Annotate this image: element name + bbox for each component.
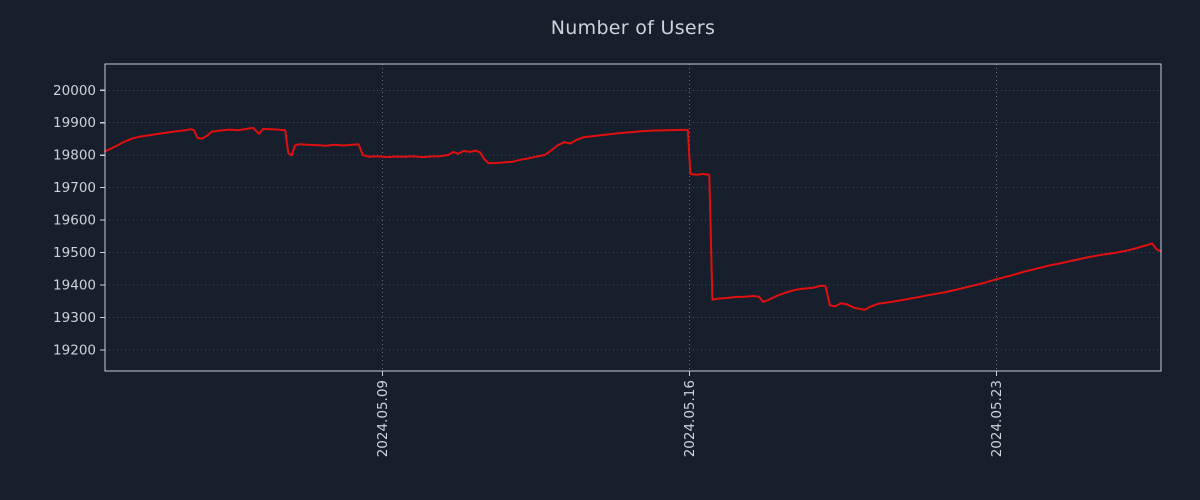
y-tick-label: 19700 [53, 180, 96, 196]
y-tick-label: 19900 [53, 115, 96, 131]
y-tick-label: 19400 [53, 278, 96, 294]
chart-title: Number of Users [550, 17, 716, 39]
y-tick-label: 19800 [53, 148, 96, 164]
y-tick-label: 20000 [53, 83, 96, 99]
x-tick-label: 2024.05.23 [989, 380, 1005, 457]
y-tick-label: 19600 [53, 213, 96, 229]
axes-frame [104, 63, 1162, 372]
y-tick-label: 19500 [53, 245, 96, 261]
y-tick-label: 19200 [53, 342, 96, 358]
y-tick-label: 19300 [53, 310, 96, 326]
x-tick-label: 2024.05.16 [682, 380, 698, 457]
x-tick-label: 2024.05.09 [375, 380, 391, 457]
data-series-line [104, 126, 1162, 311]
